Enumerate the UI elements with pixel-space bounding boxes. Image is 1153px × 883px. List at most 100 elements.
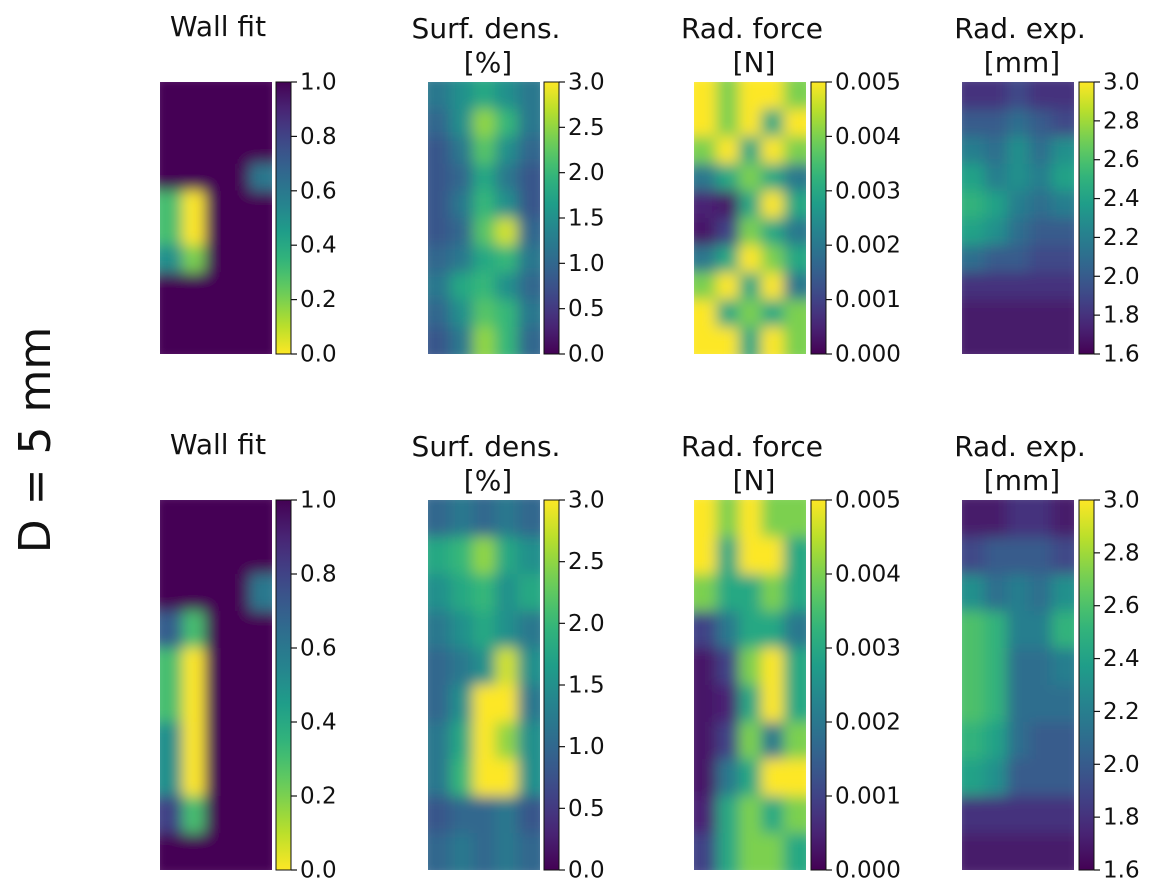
heatmap-cell — [716, 759, 740, 797]
panel-title: Surf. dens. — [412, 12, 561, 45]
heatmap-cell — [984, 272, 1008, 301]
heatmap-cell — [1006, 833, 1030, 870]
heatmap-cell — [428, 109, 451, 137]
heatmap-cell — [1051, 299, 1074, 328]
heatmap — [962, 82, 1074, 354]
heatmap-cell — [783, 685, 806, 723]
heatmap-cell — [227, 245, 251, 273]
heatmap-cell — [962, 648, 985, 686]
heatmap-cell — [1029, 685, 1053, 723]
heatmap-cell — [472, 299, 496, 328]
panel-title: Rad. exp. — [954, 12, 1086, 45]
heatmap-cell — [182, 136, 206, 165]
heatmap-cell — [694, 685, 717, 723]
heatmap-cell — [962, 299, 985, 328]
heatmap — [694, 500, 806, 870]
heatmap-cell — [495, 833, 519, 870]
heatmap-cell — [517, 272, 540, 301]
heatmap-cell — [182, 82, 206, 110]
heatmap-cell — [1006, 611, 1030, 649]
heatmap-cell — [694, 163, 717, 192]
colorbar-tick-label: 2.4 — [1103, 186, 1140, 212]
heatmap-cell — [1051, 722, 1074, 760]
heatmap-cell — [450, 722, 474, 760]
colorbar-tick-label: 2.0 — [568, 611, 605, 637]
heatmap-cell — [450, 648, 474, 686]
heatmap-cell — [1029, 537, 1053, 575]
heatmap-cell — [450, 218, 474, 246]
heatmap-cell — [962, 796, 985, 834]
heatmap-cell — [738, 326, 762, 354]
heatmap-cell — [984, 685, 1008, 723]
colorbar-tick-label: 2.8 — [1103, 108, 1140, 134]
heatmap-cell — [1051, 245, 1074, 273]
colorbar-tick-label: 2.8 — [1103, 540, 1140, 566]
panel-title: Surf. dens. — [412, 430, 561, 463]
heatmap-cell — [472, 190, 496, 219]
heatmap-cell — [694, 537, 717, 575]
heatmap-cell — [1029, 833, 1053, 870]
heatmap-cell — [450, 326, 474, 354]
heatmap-cell — [738, 299, 762, 328]
heatmap-cell — [716, 218, 740, 246]
colorbar-tick-label: 0.0 — [300, 858, 337, 883]
colorbar-tick-label: 0.004 — [835, 124, 901, 150]
heatmap-cell — [428, 326, 451, 354]
heatmap-cell — [716, 685, 740, 723]
heatmap-cell — [984, 136, 1008, 165]
heatmap-cell — [495, 574, 519, 612]
heatmap-cell — [962, 537, 985, 575]
panel-unit: [N] — [733, 464, 776, 497]
heatmap-cell — [694, 326, 717, 354]
colorbar-tick-label: 0.6 — [300, 178, 337, 204]
heatmap-cell — [716, 326, 740, 354]
colorbar-tick-label: 3.0 — [1103, 488, 1140, 514]
heatmap-cell — [738, 245, 762, 273]
heatmap-cell — [182, 611, 206, 649]
heatmap-cell — [428, 796, 451, 834]
colorbar-tick-label: 1.5 — [568, 206, 605, 232]
heatmap-cell — [962, 272, 985, 301]
heatmap-cell — [1029, 759, 1053, 797]
heatmap-cell — [428, 722, 451, 760]
heatmap-cell — [716, 245, 740, 273]
heatmap-cell — [694, 82, 717, 110]
heatmap-cell — [472, 537, 496, 575]
heatmap-cell — [160, 272, 183, 301]
heatmap-cell — [716, 537, 740, 575]
heatmap-cell — [1006, 326, 1030, 354]
heatmap-cell — [738, 574, 762, 612]
colorbar-tick-label: 0.4 — [300, 233, 337, 259]
heatmap — [160, 82, 272, 354]
heatmap-cell — [1006, 190, 1030, 219]
heatmap-cell — [204, 574, 228, 612]
heatmap-cell — [1051, 82, 1074, 110]
heatmap-cell — [472, 136, 496, 165]
heatmap-cell — [472, 109, 496, 137]
colorbar-tick-label: 2.2 — [1103, 699, 1140, 725]
heatmap-cell — [472, 833, 496, 870]
heatmap-cell — [1029, 109, 1053, 137]
heatmap-cell — [160, 537, 183, 575]
heatmap-cell — [962, 500, 985, 538]
heatmap-cell — [1006, 759, 1030, 797]
heatmap-cell — [962, 833, 985, 870]
heatmap-cell — [716, 163, 740, 192]
heatmap-cell — [182, 685, 206, 723]
heatmap-cell — [249, 722, 272, 760]
heatmap-cell — [962, 326, 985, 354]
heatmap-cell — [472, 722, 496, 760]
heatmap-cell — [716, 611, 740, 649]
heatmap-cell — [227, 272, 251, 301]
heatmap-cell — [204, 109, 228, 137]
colorbar — [1078, 81, 1095, 355]
heatmap-cell — [204, 299, 228, 328]
heatmap-cell — [472, 685, 496, 723]
heatmap-cell — [761, 574, 785, 612]
heatmap-cell — [738, 272, 762, 301]
panel-title: Rad. force — [681, 12, 823, 45]
heatmap-cell — [472, 326, 496, 354]
heatmap-cell — [249, 109, 272, 137]
heatmap-cell — [517, 190, 540, 219]
